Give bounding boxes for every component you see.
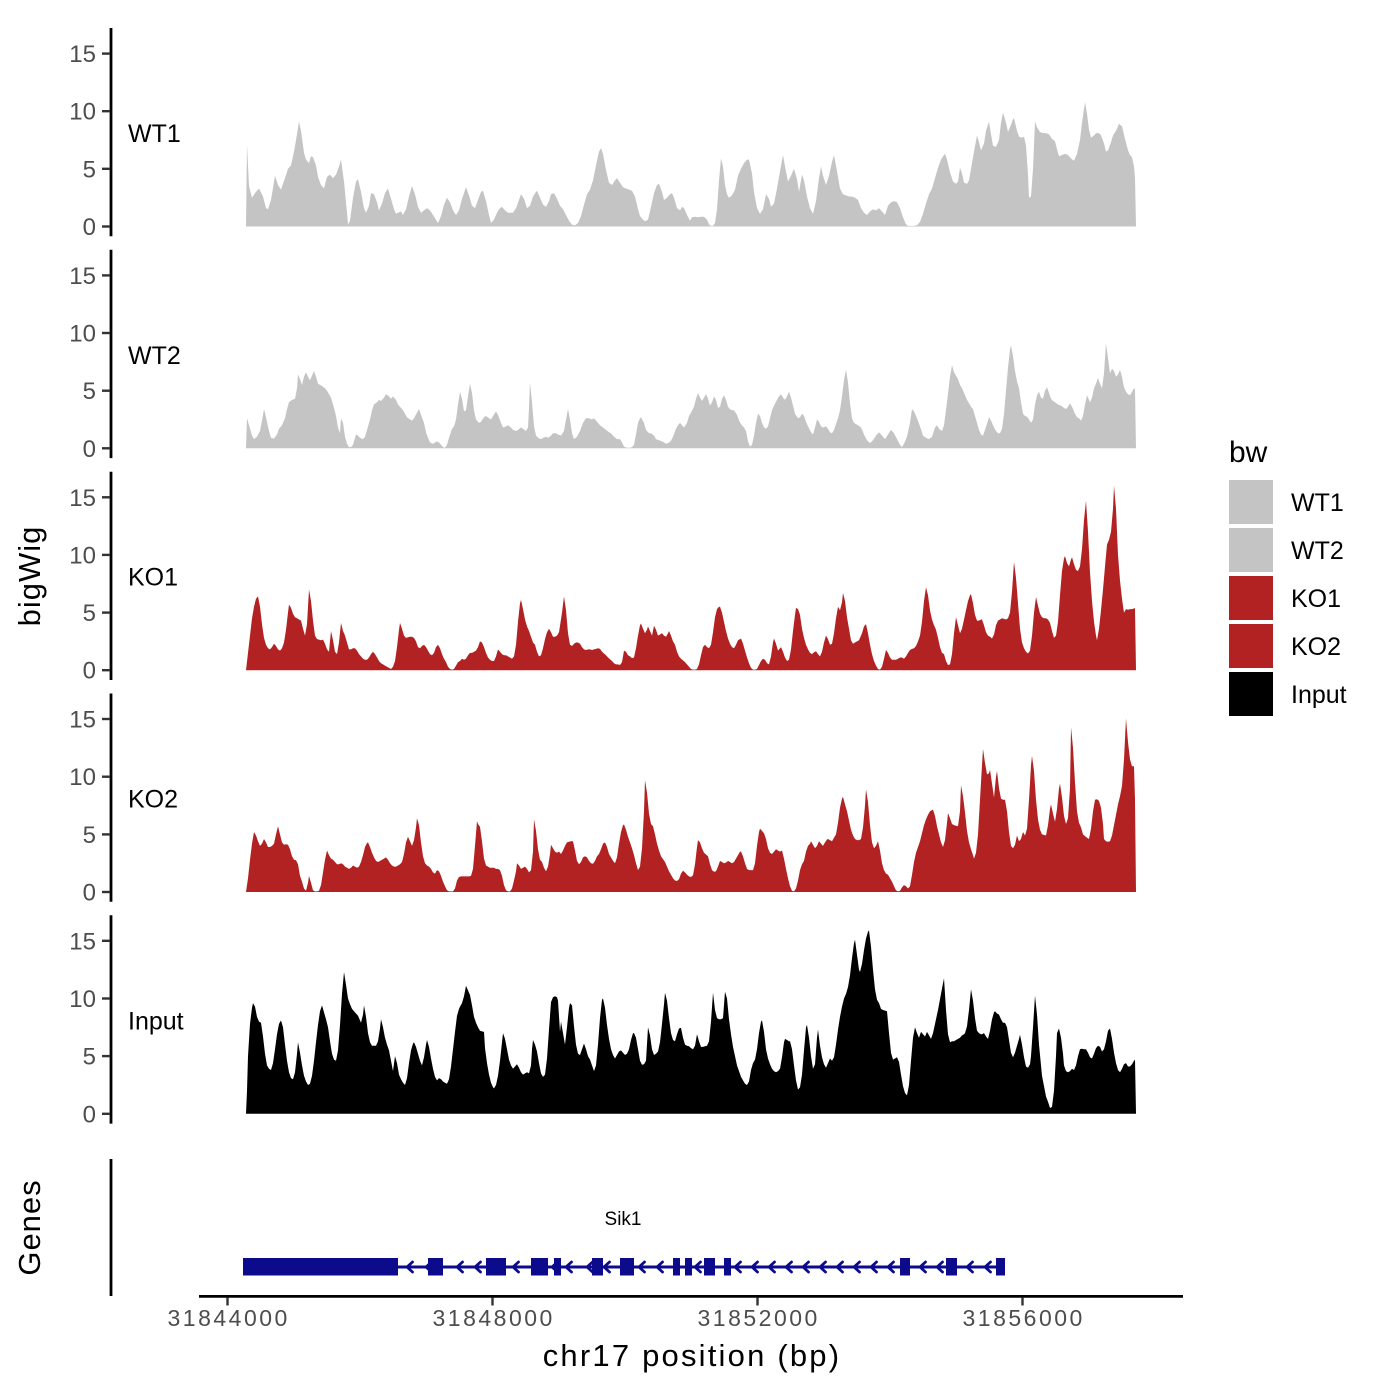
svg-text:31848000: 31848000 [433,1305,555,1331]
svg-text:WT1: WT1 [128,120,181,148]
svg-text:10: 10 [69,321,96,348]
svg-text:chr17 position (bp): chr17 position (bp) [543,1338,842,1373]
svg-text:KO1: KO1 [128,564,178,592]
svg-text:10: 10 [69,542,96,569]
svg-text:Input: Input [128,1007,184,1035]
svg-text:KO2: KO2 [1291,633,1341,661]
svg-text:5: 5 [83,378,96,405]
svg-text:15: 15 [69,41,96,68]
svg-text:0: 0 [83,658,96,685]
svg-text:31852000: 31852000 [698,1305,820,1331]
svg-text:0: 0 [83,880,96,907]
svg-text:5: 5 [83,600,96,627]
svg-text:WT1: WT1 [1291,489,1344,517]
svg-text:15: 15 [69,707,96,734]
svg-text:0: 0 [83,1101,96,1128]
svg-text:Input: Input [1291,681,1347,709]
svg-text:31856000: 31856000 [963,1305,1085,1331]
svg-text:bigWig: bigWig [12,526,47,627]
svg-text:Sik1: Sik1 [605,1209,642,1230]
svg-text:10: 10 [69,99,96,126]
svg-text:10: 10 [69,986,96,1013]
svg-text:WT2: WT2 [1291,537,1344,565]
svg-text:WT2: WT2 [128,342,181,370]
svg-text:15: 15 [69,263,96,290]
svg-text:5: 5 [83,156,96,183]
svg-text:15: 15 [69,485,96,512]
svg-text:KO1: KO1 [1291,585,1341,613]
svg-text:Genes: Genes [12,1179,47,1275]
svg-text:15: 15 [69,928,96,955]
svg-text:0: 0 [83,214,96,241]
svg-text:10: 10 [69,764,96,791]
svg-text:5: 5 [83,1044,96,1071]
svg-text:0: 0 [83,436,96,463]
svg-text:bw: bw [1229,436,1268,469]
svg-text:31844000: 31844000 [168,1305,290,1331]
svg-text:5: 5 [83,822,96,849]
svg-text:KO2: KO2 [128,786,178,814]
